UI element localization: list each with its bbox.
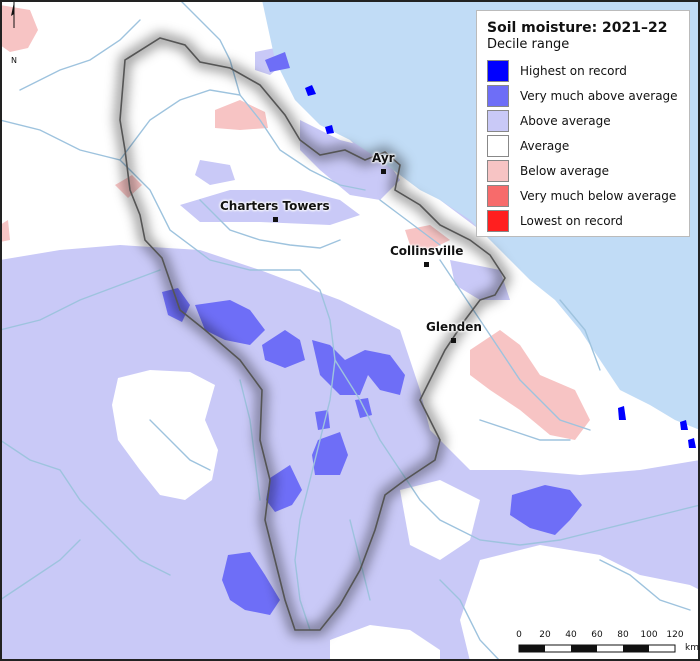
legend-item: Below average [487, 158, 679, 183]
legend-label: Very much below average [520, 188, 677, 203]
scale-bar-graphic [518, 644, 676, 653]
above-average-coastal [300, 120, 400, 200]
north-arrow-icon [11, 2, 15, 28]
legend-swatch [487, 209, 509, 232]
town-marker-charters-towers [273, 217, 278, 222]
scale-bar: 0 20 40 60 80 100 120 km [515, 630, 699, 658]
average-patch-far-southeast [460, 545, 700, 661]
town-marker-ayr [381, 169, 386, 174]
town-label-glenden: Glenden [426, 320, 482, 334]
legend-swatch [487, 84, 509, 107]
legend-label: Highest on record [520, 63, 627, 78]
legend-label: Very much above average [520, 88, 678, 103]
scale-tick-label: 100 [640, 630, 658, 640]
town-marker-glenden [451, 338, 456, 343]
scale-tick-label: 80 [617, 630, 629, 640]
north-arrow-label: N [11, 56, 17, 65]
town-marker-collinsville [424, 262, 429, 267]
below-average-east [470, 330, 590, 440]
below-average-edge [0, 220, 10, 242]
legend-swatch [487, 184, 509, 207]
town-label-ayr: Ayr [372, 151, 395, 165]
legend-subtitle: Decile range [487, 37, 570, 52]
legend-item: Very much below average [487, 183, 679, 208]
legend-item: Above average [487, 108, 679, 133]
below-average-northwest [215, 100, 268, 130]
legend-item: Lowest on record [487, 208, 679, 233]
highest-on-record-patches [305, 85, 696, 448]
legend-swatch [487, 159, 509, 182]
scale-tick-label: 0 [516, 630, 522, 640]
legend-item: Average [487, 133, 679, 158]
legend-swatch [487, 59, 509, 82]
legend-swatch [487, 134, 509, 157]
legend-swatch [487, 109, 509, 132]
town-label-collinsville: Collinsville [390, 244, 464, 258]
legend-item: Very much above average [487, 83, 679, 108]
map-legend: Soil moisture: 2021–22 Decile range High… [476, 10, 690, 237]
legend-label: Above average [520, 113, 611, 128]
scale-tick-label: 120 [666, 630, 684, 640]
above-average-north-patch [195, 160, 235, 185]
legend-item: Highest on record [487, 58, 679, 83]
below-average-corner [0, 5, 38, 52]
legend-label: Below average [520, 163, 610, 178]
scale-tick-label: 60 [591, 630, 603, 640]
legend-label: Average [520, 138, 570, 153]
scale-unit-label: km [685, 643, 699, 653]
legend-label: Lowest on record [520, 213, 623, 228]
above-average-strip-north [180, 190, 360, 225]
town-label-charters-towers: Charters Towers [220, 199, 330, 213]
legend-title: Soil moisture: 2021–22 [487, 20, 668, 36]
average-patch-south [330, 625, 440, 661]
scale-tick-label: 40 [565, 630, 577, 640]
scale-tick-label: 20 [539, 630, 551, 640]
